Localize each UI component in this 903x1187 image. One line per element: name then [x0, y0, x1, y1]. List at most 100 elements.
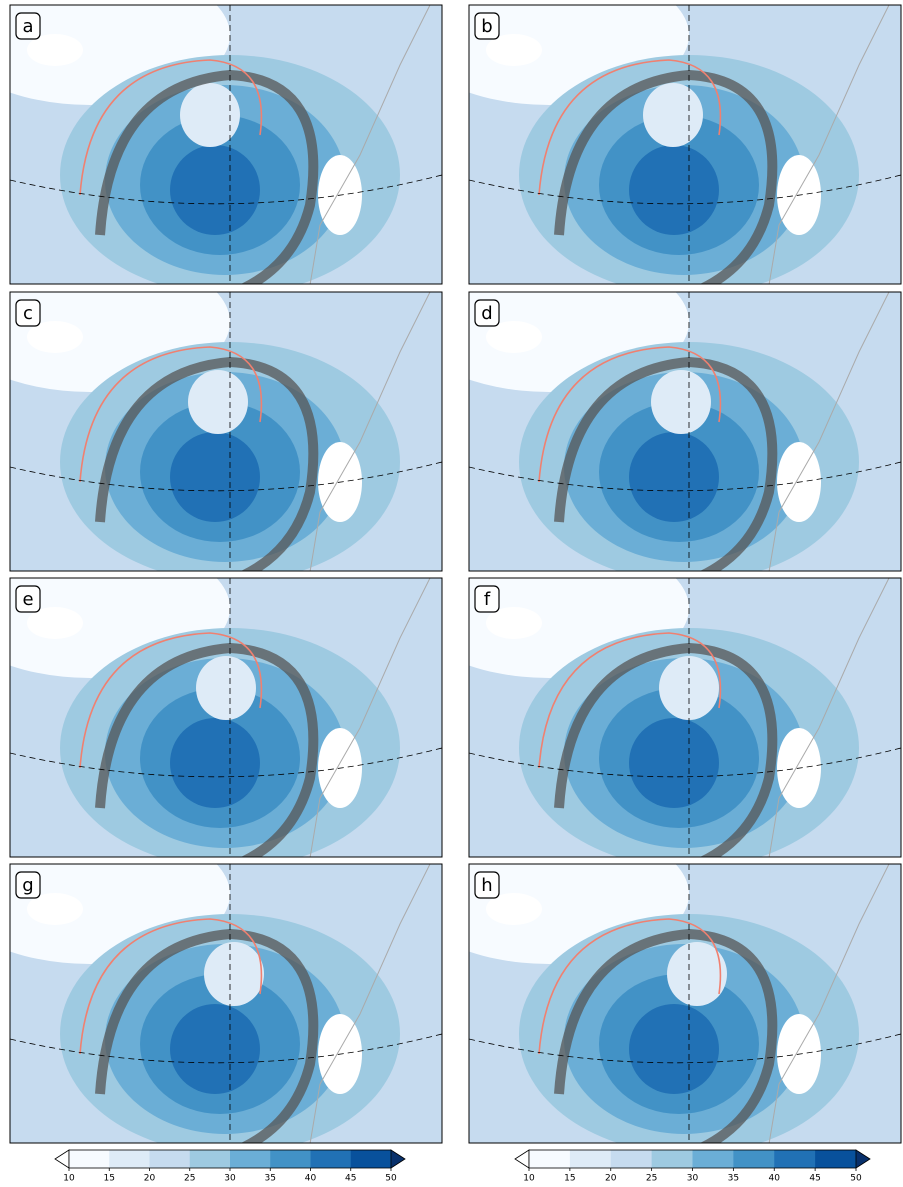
wind-core [170, 1004, 260, 1094]
greenland-ice [486, 893, 542, 925]
panel-frame [468, 577, 902, 858]
colorbar-tick-label: 30 [687, 1174, 699, 1184]
greenland-ice [27, 893, 83, 925]
colorbar-bin [310, 1150, 352, 1168]
map-panel [10, 864, 442, 1143]
coastline [768, 5, 890, 284]
panel-frame [9, 863, 443, 1144]
colorbar-tick-label: 10 [523, 1174, 535, 1184]
greenland-ice [486, 321, 542, 353]
contour [538, 632, 722, 769]
panel-label: h [481, 875, 492, 896]
colorbar-tick-label: 45 [809, 1174, 820, 1184]
colorbar-bin [774, 1150, 816, 1168]
panel-label: f [484, 589, 491, 610]
map-panel [469, 5, 901, 284]
wind-core [629, 1004, 719, 1094]
greenland-ice [27, 321, 83, 353]
map-panel [469, 292, 901, 571]
colorbar-tick-label: 50 [385, 1174, 397, 1184]
greenland-ice [27, 34, 83, 66]
panel-frame [9, 4, 443, 285]
label-box [474, 12, 500, 40]
colorbar-bin [692, 1150, 734, 1168]
colorbar-tick-label: 45 [345, 1174, 356, 1184]
jet-swirl [95, 642, 319, 857]
panel-frame [468, 291, 902, 572]
contour [79, 918, 263, 1055]
panel-label: a [22, 16, 33, 37]
wind-core [170, 145, 260, 235]
jet-swirl [554, 642, 778, 857]
colorbar-over [390, 1149, 406, 1169]
colorbar-tick-label: 30 [224, 1174, 236, 1184]
colorbar-tick-label: 40 [769, 1174, 781, 1184]
label-box [474, 871, 500, 899]
colorbar-tick-label: 50 [850, 1174, 862, 1184]
coastline [768, 864, 890, 1143]
panel-label: d [481, 303, 492, 324]
wind-core [629, 432, 719, 522]
colorbar-tick-label: 15 [564, 1174, 575, 1184]
panel-label: e [22, 589, 33, 610]
panel-frame [9, 291, 443, 572]
label-box [15, 585, 41, 613]
cyclone-eye [196, 656, 256, 720]
cyclone-eye [643, 83, 703, 147]
colorbar-tick-label: 20 [144, 1174, 156, 1184]
colorbar-bin [350, 1150, 392, 1168]
colorbar-over [855, 1149, 871, 1169]
coastline [309, 5, 431, 284]
colorbar-under [54, 1149, 70, 1169]
colorbar-tick-label: 40 [305, 1174, 317, 1184]
colorbar-bin [270, 1150, 311, 1168]
jet-swirl [95, 928, 319, 1143]
map-panel [469, 578, 901, 857]
colorbar-tick-label: 35 [728, 1174, 739, 1184]
colorbar-tick-label: 15 [104, 1174, 115, 1184]
jet-swirl [554, 356, 778, 571]
contour [538, 59, 722, 196]
jet-swirl [95, 69, 319, 284]
wind-core [170, 432, 260, 522]
greenland-ice [27, 607, 83, 639]
jet-swirl [554, 69, 778, 284]
wind-core [170, 718, 260, 808]
colorbar-tick-label: 35 [265, 1174, 276, 1184]
wind-core [629, 718, 719, 808]
greenland-ice [486, 34, 542, 66]
label-box [474, 585, 500, 613]
contour [79, 59, 263, 196]
colorbar-bin [815, 1150, 857, 1168]
colorbar-bin [69, 1150, 110, 1168]
coastline [309, 578, 431, 857]
label-box [474, 299, 500, 327]
panel-label: b [481, 16, 492, 37]
colorbar-bin [109, 1150, 150, 1168]
map-panel [10, 578, 442, 857]
cyclone-eye [188, 370, 248, 434]
colorbar-bin [569, 1150, 612, 1168]
colorbar-bin [733, 1150, 775, 1168]
contour [538, 346, 722, 483]
jet-swirl [554, 928, 778, 1143]
cyclone-eye [651, 370, 711, 434]
cyclone-eye [180, 83, 240, 147]
cyclone-eye [204, 942, 264, 1006]
greenland-ice [486, 607, 542, 639]
contour [79, 632, 263, 769]
coastline [309, 864, 431, 1143]
map-panel [469, 864, 901, 1143]
colorbar-bin [230, 1150, 271, 1168]
colorbar-tick-label: 25 [184, 1174, 195, 1184]
colorbar-tick-label: 20 [605, 1174, 617, 1184]
contour [79, 346, 263, 483]
coastline [309, 292, 431, 571]
wind-core [629, 145, 719, 235]
coastline [768, 292, 890, 571]
panel-label: g [22, 875, 33, 896]
map-panel [10, 5, 442, 284]
colorbar-bin [189, 1150, 231, 1168]
contour [538, 918, 722, 1055]
map-panel [10, 292, 442, 571]
